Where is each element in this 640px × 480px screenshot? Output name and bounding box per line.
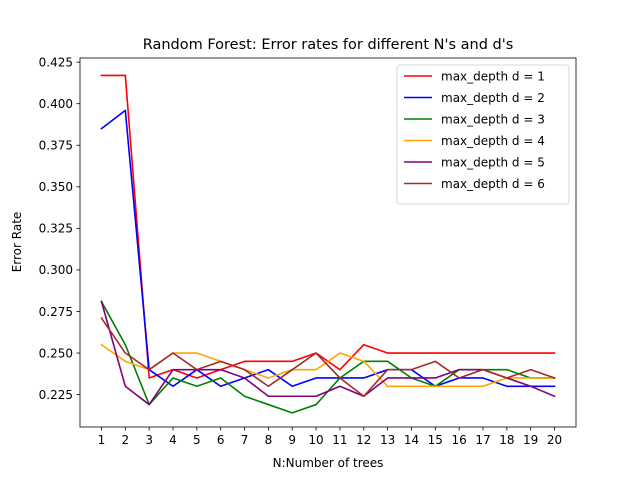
- series-line-d6: [100, 317, 556, 398]
- x-tick-label: 1: [98, 433, 106, 447]
- y-tick-label: 0.275: [39, 305, 73, 319]
- legend: max_depth d = 1 max_depth d = 2 max_depth …: [396, 64, 570, 205]
- legend-label-d4: max_depth d = 4: [441, 134, 545, 148]
- y-tick-label: 0.250: [39, 346, 73, 360]
- legend-label-d1: max_depth d = 1: [441, 69, 545, 83]
- legend-label-d6: max_depth d = 6: [441, 177, 545, 191]
- legend-label-d3: max_depth d = 3: [441, 112, 545, 126]
- x-tick-label: 18: [499, 433, 514, 447]
- axes-layer: 1 2 3 4 5 6 7 8 9 10 11 12 13 14 15 16 17 18 19 200.2250.25…: [39, 55, 577, 447]
- chart-title: Random Forest: Error rates for different…: [143, 37, 514, 53]
- x-tick-label: 16: [452, 433, 467, 447]
- x-axis-label: N:Number of trees: [273, 456, 384, 470]
- x-tick-label: 14: [404, 433, 419, 447]
- series-layer: [100, 74, 556, 414]
- y-tick-label: 0.350: [39, 180, 73, 194]
- y-tick-label: 0.225: [39, 388, 73, 402]
- x-tick-label: 19: [523, 433, 538, 447]
- x-tick-label: 3: [145, 433, 153, 447]
- x-tick-label: 2: [121, 433, 129, 447]
- series-line-d3: [100, 300, 556, 414]
- x-tick-label: 15: [428, 433, 443, 447]
- legend-box: [396, 64, 570, 205]
- legend-label-d2: max_depth d = 2: [441, 91, 545, 105]
- y-axis-label: Error Rate: [10, 212, 24, 273]
- y-tick-label: 0.375: [39, 139, 73, 153]
- plot-frame: [79, 57, 577, 428]
- x-tick-label: 8: [265, 433, 273, 447]
- x-tick-label: 4: [169, 433, 177, 447]
- x-tick-label: 10: [308, 433, 323, 447]
- legend-label-d5: max_depth d = 5: [441, 155, 545, 169]
- x-tick-label: 17: [475, 433, 490, 447]
- x-tick-label: 11: [332, 433, 347, 447]
- x-tick-label: 12: [356, 433, 371, 447]
- series-line-d2: [100, 109, 556, 388]
- x-tick-label: 6: [217, 433, 225, 447]
- series-line-d5: [100, 300, 556, 406]
- x-tick-label: 9: [288, 433, 296, 447]
- x-tick-label: 13: [380, 433, 395, 447]
- y-tick-label: 0.300: [39, 263, 73, 277]
- y-tick-label: 0.325: [39, 222, 73, 236]
- x-tick-label: 20: [547, 433, 562, 447]
- y-tick-label: 0.425: [39, 55, 73, 69]
- series-line-d4: [100, 343, 556, 388]
- x-tick-label: 7: [241, 433, 249, 447]
- x-tick-label: 5: [193, 433, 201, 447]
- y-tick-label: 0.400: [39, 97, 73, 111]
